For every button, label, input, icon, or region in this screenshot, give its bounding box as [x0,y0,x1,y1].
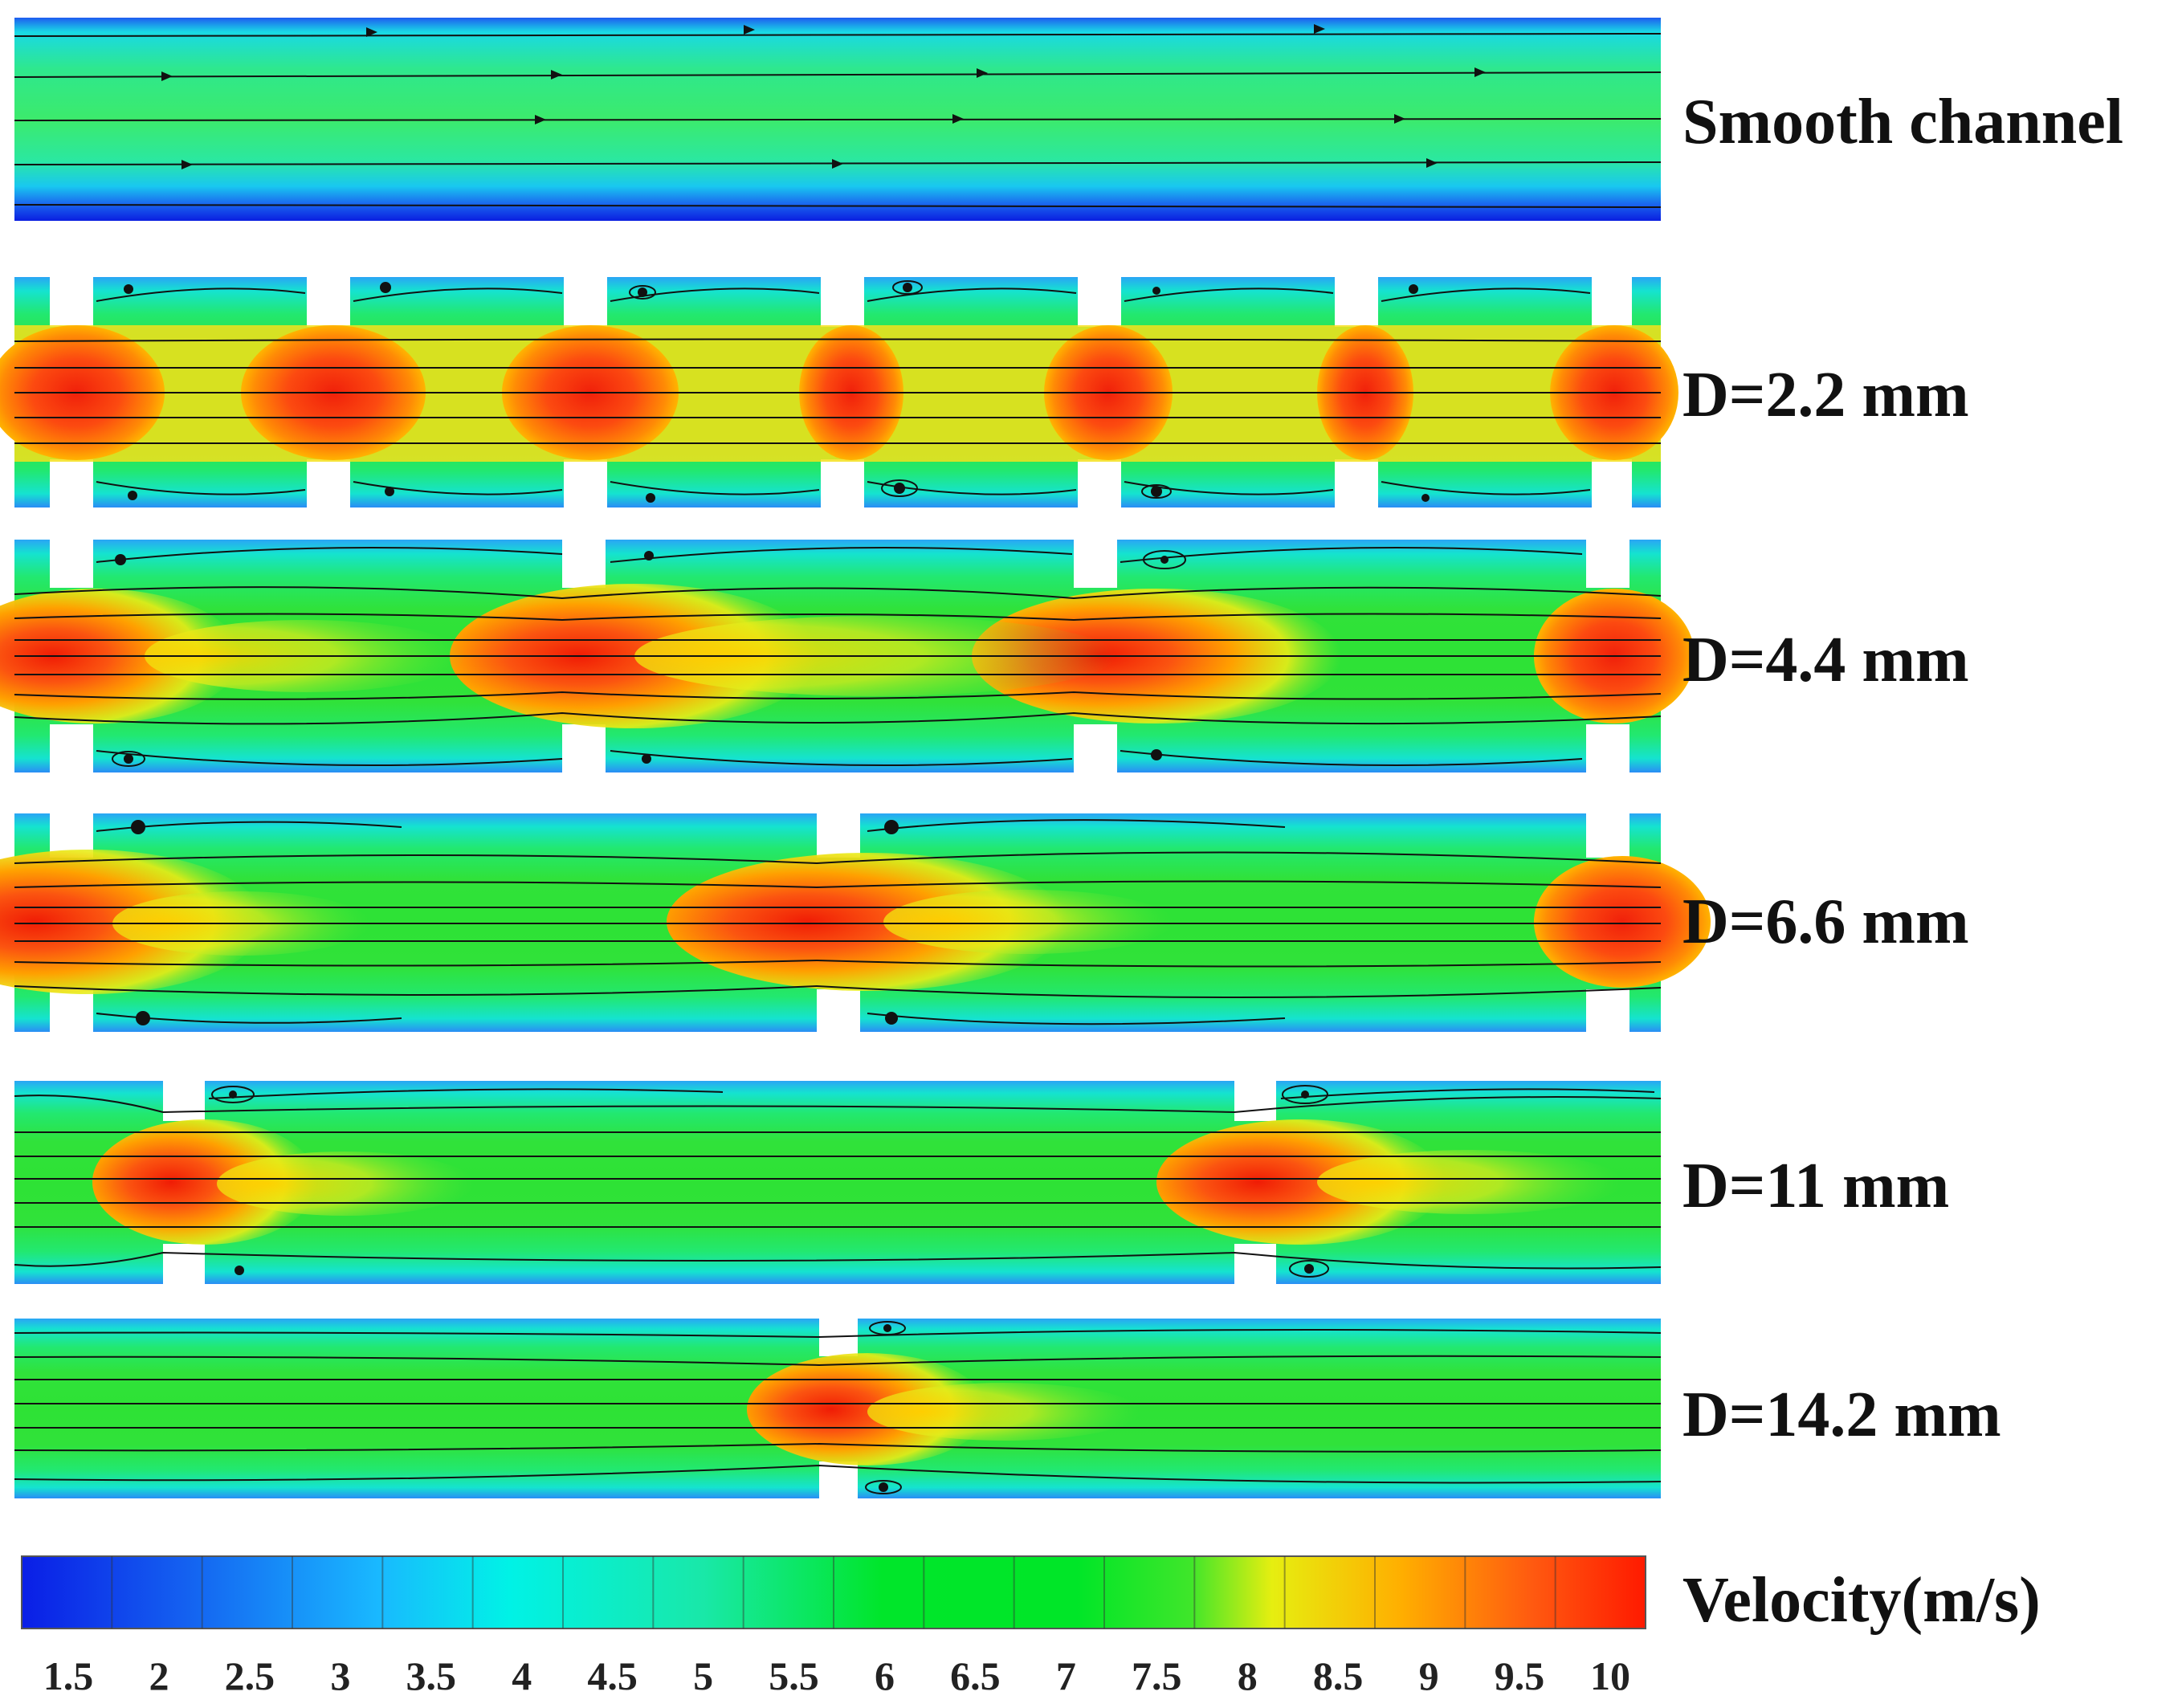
ribs [50,540,1629,772]
colorbar-tick-label: 9.5 [1494,1653,1545,1698]
panel-label-d-6-6: D=6.6 mm [1682,887,1969,957]
colorbar [21,1555,1646,1629]
jet-cores [747,1353,1140,1465]
colorbar-tick-label: 3.5 [406,1653,457,1698]
colorbar-tick-label: 2 [149,1653,169,1698]
colorbar-tick-label: 3 [330,1653,351,1698]
ribs [50,277,1632,508]
ribs [50,813,1629,1032]
colorbar-dividers [111,1556,1556,1629]
panel-d-6-6 [0,813,1711,1032]
colorbar-tick-label: 8.5 [1312,1653,1364,1698]
colorbar-tick-label: 2.5 [224,1653,275,1698]
colorbar-tick-label: 5 [693,1653,714,1698]
colorbar-gradient [21,1555,1646,1629]
colorbar-tick-label: 1.5 [43,1653,94,1698]
colorbar-tick-label: 7.5 [1132,1653,1182,1698]
vortex-cores [124,282,1430,503]
vortex-cores [229,1090,1314,1275]
colorbar-tick-label: 9 [1418,1653,1439,1698]
legend-title: Velocity(m/s) [1682,1565,2041,1636]
vortex-rings [629,280,1172,499]
vortex-cores [879,1324,891,1492]
panel-d-14-2 [14,1319,1662,1498]
panel-label-d-11: D=11 mm [1682,1151,1950,1221]
panel-d-4-4 [0,540,1695,772]
jet-cores [0,850,1711,994]
vortex-rings [211,1085,1329,1278]
colorbar-tick-label: 10 [1590,1653,1630,1698]
colorbar-tick-label: 6 [874,1653,895,1698]
streamlines [14,1088,1662,1270]
panel-smooth-channel [14,18,1662,221]
jet-cores [92,1119,1622,1245]
colorbar-tick-label: 8 [1237,1653,1258,1698]
vortex-rings [112,550,1186,767]
streamlines [14,1329,1662,1484]
streamlines [14,819,1662,1025]
panel-d-2-2 [0,277,1678,508]
colorbar-tick-label: 7 [1055,1653,1076,1698]
colorbar-tick-label: 5.5 [769,1653,819,1698]
panel-label-d-2-2: D=2.2 mm [1682,360,1969,430]
colorbar-tick-label: 4.5 [587,1653,638,1698]
vortex-cores [131,820,899,1025]
vortex-cores [115,551,1169,764]
panel-label-smooth-channel: Smooth channel [1682,87,2123,157]
panel-label-d-4-4: D=4.4 mm [1682,625,1969,695]
ribs [163,1081,1276,1284]
panel-d-11 [14,1081,1662,1284]
colorbar-tick-label: 4 [512,1653,532,1698]
colorbar-tick-label: 6.5 [950,1653,1001,1698]
vortex-rings [865,1321,906,1494]
panel-label-d-14-2: D=14.2 mm [1682,1380,2001,1450]
smooth-arrows [161,24,1486,169]
